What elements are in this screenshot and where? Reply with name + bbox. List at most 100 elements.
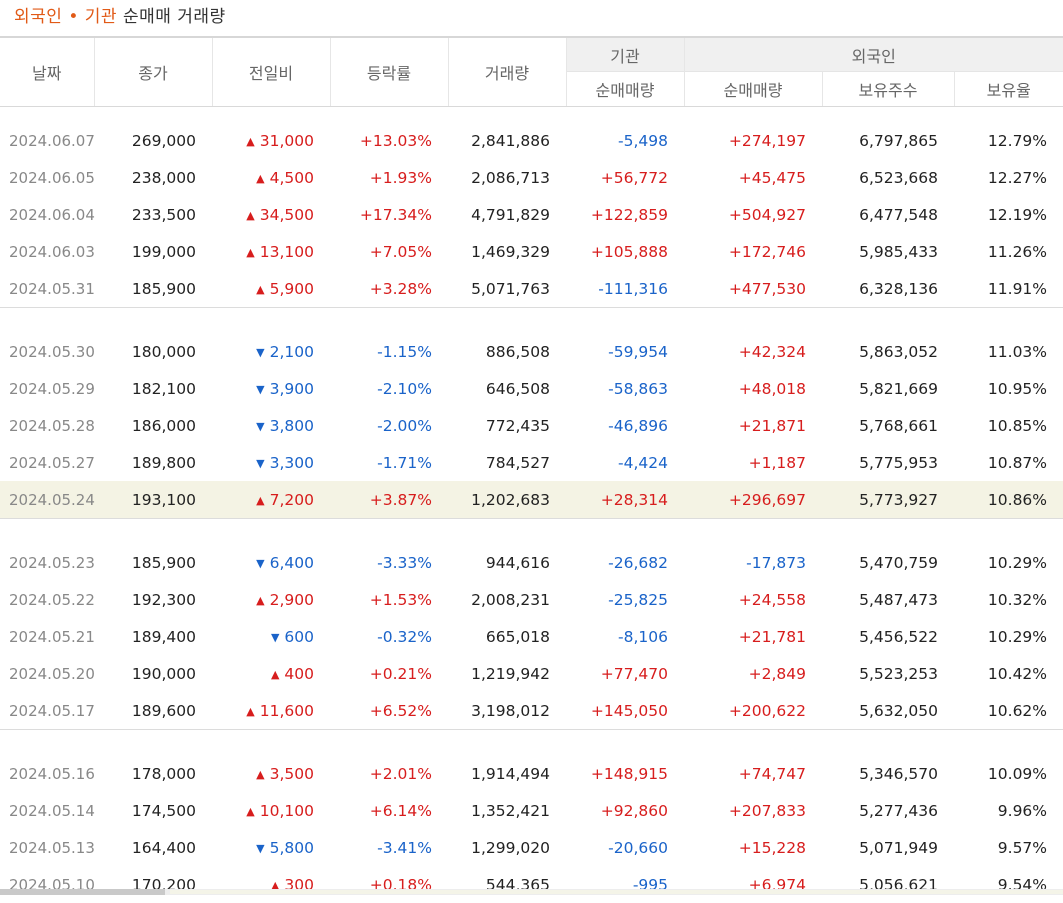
change-value: 6,400 xyxy=(270,554,314,572)
cell-ratio: 10.86% xyxy=(954,481,1063,518)
cell-holdings: 5,768,661 xyxy=(822,408,954,445)
change-value: 2,900 xyxy=(270,591,314,609)
cell-holdings: 6,328,136 xyxy=(822,270,954,307)
cell-holdings: 5,487,473 xyxy=(822,582,954,619)
title-institution: 기관 xyxy=(85,7,117,27)
cell-ratio: 9.54% xyxy=(954,866,1063,903)
cell-close: 185,900 xyxy=(94,270,212,307)
cell-ratio: 10.32% xyxy=(954,582,1063,619)
change-value: 13,100 xyxy=(260,243,314,261)
cell-change: ▼ 6,400 xyxy=(212,545,330,582)
group-separator xyxy=(0,307,1063,334)
up-triangle-icon: ▲ xyxy=(256,283,264,296)
cell-close: 192,300 xyxy=(94,582,212,619)
cell-change: ▲5,900 xyxy=(212,270,330,307)
cell-foreign-net: +48,018 xyxy=(684,371,822,408)
cell-close: 182,100 xyxy=(94,371,212,408)
cell-close: 199,000 xyxy=(94,233,212,270)
cell-close: 174,500 xyxy=(94,793,212,830)
scrollbar-thumb[interactable] xyxy=(0,889,165,895)
cell-rate: +0.18% xyxy=(330,866,448,903)
cell-change: ▲2,900 xyxy=(212,582,330,619)
cell-close: 193,100 xyxy=(94,481,212,518)
cell-ratio: 12.79% xyxy=(954,123,1063,160)
cell-volume: 1,202,683 xyxy=(448,481,566,518)
group-separator xyxy=(0,107,1063,124)
cell-volume: 772,435 xyxy=(448,408,566,445)
down-triangle-icon: ▼ xyxy=(256,557,264,570)
cell-foreign-net: +504,927 xyxy=(684,197,822,234)
cell-volume: 5,071,763 xyxy=(448,270,566,307)
cell-ratio: 9.96% xyxy=(954,793,1063,830)
cell-change: ▼5,800 xyxy=(212,830,330,867)
cell-ratio: 11.91% xyxy=(954,270,1063,307)
cell-foreign-net: +274,197 xyxy=(684,123,822,160)
cell-date: 2024.05.20 xyxy=(0,655,94,692)
cell-date: 2024.06.05 xyxy=(0,160,94,197)
up-triangle-icon: ▲ xyxy=(256,172,264,185)
cell-ratio: 10.42% xyxy=(954,655,1063,692)
cell-ratio: 10.09% xyxy=(954,756,1063,793)
cell-rate: +3.87% xyxy=(330,481,448,518)
cell-volume: 944,616 xyxy=(448,545,566,582)
cell-rate: +17.34% xyxy=(330,197,448,234)
cell-change: ▲10,100 xyxy=(212,793,330,830)
header-rate: 등락률 xyxy=(330,37,448,107)
cell-ratio: 10.62% xyxy=(954,692,1063,729)
cell-close: 186,000 xyxy=(94,408,212,445)
cell-volume: 1,219,942 xyxy=(448,655,566,692)
cell-ratio: 11.26% xyxy=(954,233,1063,270)
cell-change: ▲ 4,500 xyxy=(212,160,330,197)
horizontal-scrollbar[interactable] xyxy=(0,889,1063,895)
cell-foreign-net: +24,558 xyxy=(684,582,822,619)
change-value: 400 xyxy=(284,665,314,683)
cell-rate: +1.93% xyxy=(330,160,448,197)
change-value: 7,200 xyxy=(270,491,314,509)
change-value: 3,300 xyxy=(270,454,314,472)
down-triangle-icon: ▼ xyxy=(256,420,264,433)
up-triangle-icon: ▲ xyxy=(256,768,264,781)
up-triangle-icon: ▲ xyxy=(246,209,254,222)
cell-inst-net: -59,954 xyxy=(566,334,684,371)
change-value: 4,500 xyxy=(270,169,314,187)
cell-date: 2024.05.23 xyxy=(0,545,94,582)
cell-volume: 1,299,020 xyxy=(448,830,566,867)
cell-holdings: 5,056,621 xyxy=(822,866,954,903)
cell-holdings: 6,523,668 xyxy=(822,160,954,197)
change-value: 31,000 xyxy=(260,132,314,150)
down-triangle-icon: ▼ xyxy=(256,383,264,396)
cell-volume: 4,791,829 xyxy=(448,197,566,234)
cell-close: 189,800 xyxy=(94,444,212,481)
title-rest: 순매매 거래량 xyxy=(123,7,226,27)
header-date: 날짜 xyxy=(0,37,94,107)
header-close: 종가 xyxy=(94,37,212,107)
cell-rate: -1.71% xyxy=(330,444,448,481)
cell-close: 178,000 xyxy=(94,756,212,793)
cell-close: 180,000 xyxy=(94,334,212,371)
change-value: 11,600 xyxy=(260,702,314,720)
header-institution: 기관 xyxy=(566,37,684,72)
cell-rate: -1.15% xyxy=(330,334,448,371)
cell-change: ▼2,100 xyxy=(212,334,330,371)
cell-volume: 784,527 xyxy=(448,444,566,481)
cell-close: 238,000 xyxy=(94,160,212,197)
cell-holdings: 6,477,548 xyxy=(822,197,954,234)
cell-holdings: 5,773,927 xyxy=(822,481,954,518)
cell-ratio: 12.19% xyxy=(954,197,1063,234)
cell-ratio: 10.29% xyxy=(954,619,1063,656)
cell-inst-net: +56,772 xyxy=(566,160,684,197)
cell-foreign-net: +45,475 xyxy=(684,160,822,197)
cell-holdings: 5,346,570 xyxy=(822,756,954,793)
cell-ratio: 10.87% xyxy=(954,444,1063,481)
header-volume: 거래량 xyxy=(448,37,566,107)
